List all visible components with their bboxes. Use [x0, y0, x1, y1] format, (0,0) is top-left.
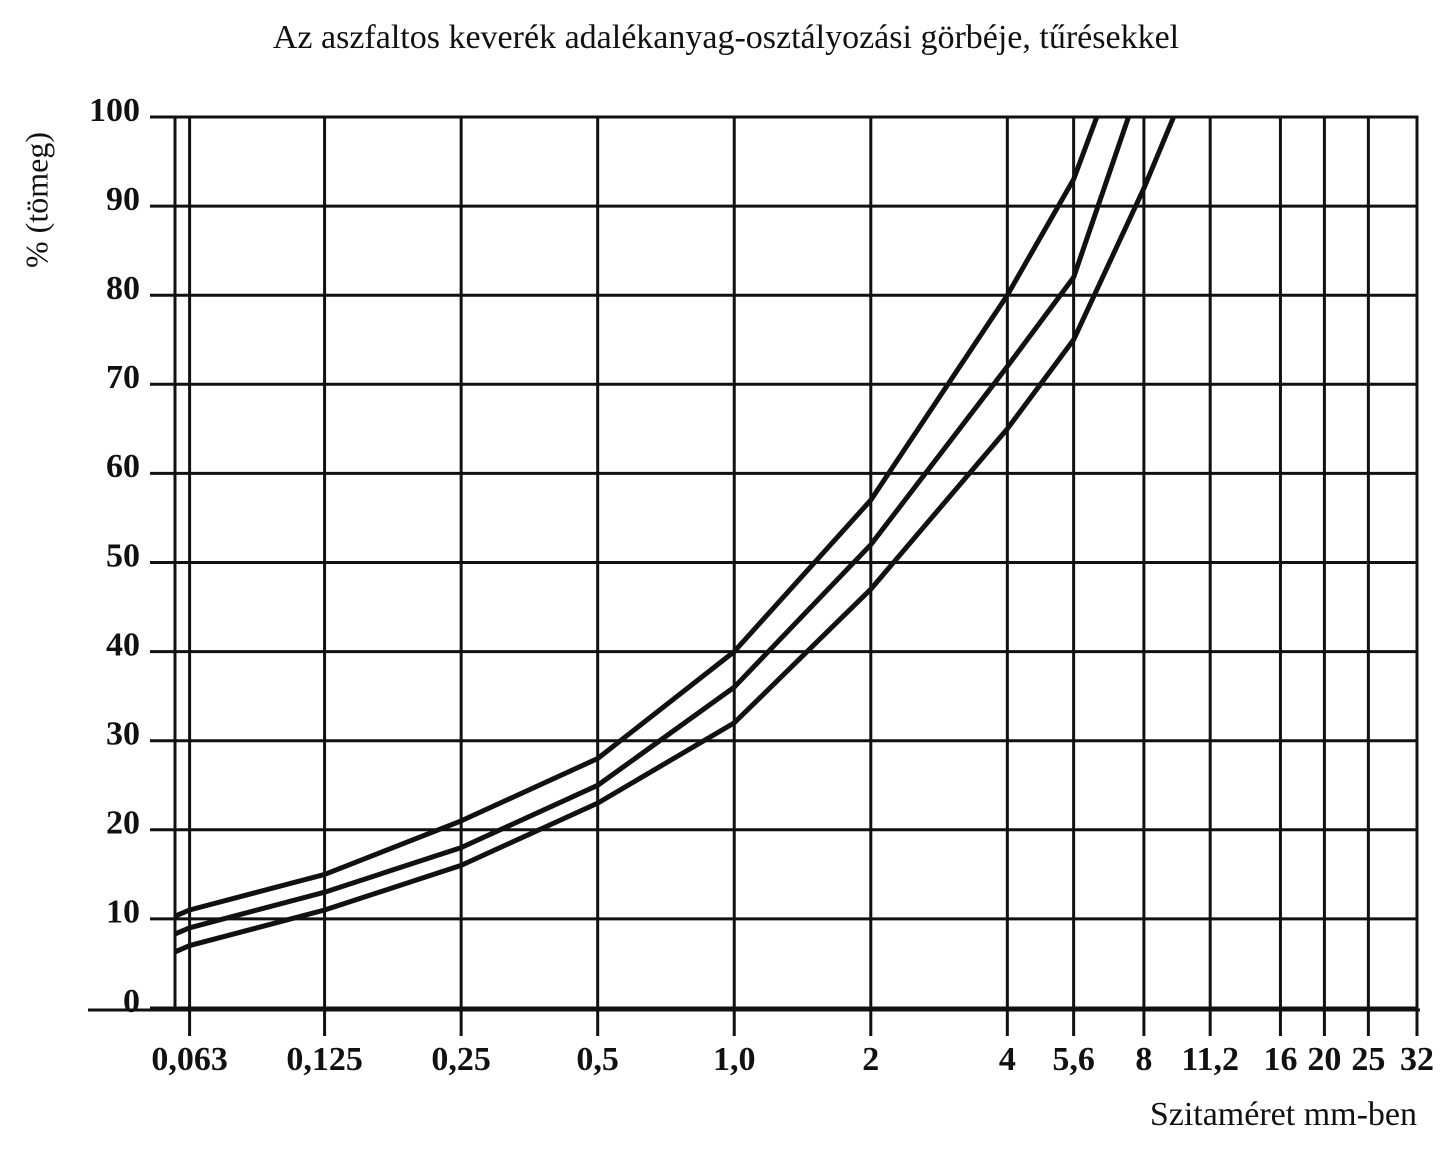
grading-curve: [174, 116, 1100, 919]
x-tick-label: 2: [862, 1041, 879, 1078]
x-tick-label: 32: [1400, 1041, 1434, 1078]
y-tick-label: 70: [106, 359, 140, 396]
y-tick-label: 40: [106, 626, 140, 663]
x-tick-label: 0,5: [576, 1041, 619, 1078]
y-tick-label: 100: [89, 92, 140, 129]
y-tick-label: 30: [106, 715, 140, 752]
x-tick-label: 0,125: [286, 1041, 363, 1078]
x-tick-label: 0,25: [431, 1041, 491, 1078]
y-tick-label: 80: [106, 270, 140, 307]
y-axis-label: % (tömeg): [18, 132, 54, 268]
x-axis-label: Szitaméret mm-ben: [1150, 1096, 1417, 1133]
x-tick-label: 1,0: [713, 1041, 756, 1078]
x-tick-label: 11,2: [1181, 1041, 1239, 1078]
x-tick-label: 25: [1351, 1041, 1385, 1078]
y-tick-label: 0: [123, 983, 140, 1020]
y-tick-label: 60: [106, 448, 140, 485]
y-tick-label: 20: [106, 805, 140, 842]
grading-curve: [174, 116, 1131, 937]
x-tick-label: 16: [1263, 1041, 1297, 1078]
x-tick-label: 0,063: [151, 1041, 228, 1078]
y-tick-label: 10: [106, 894, 140, 931]
y-tick-label: 90: [106, 181, 140, 218]
chart-title: Az aszfaltos keverék adalékanyag-osztály…: [273, 19, 1179, 56]
x-tick-label: 4: [999, 1041, 1016, 1078]
y-tick-label: 50: [106, 537, 140, 574]
x-tick-label: 20: [1307, 1041, 1341, 1078]
x-tick-label: 5,6: [1052, 1041, 1095, 1078]
grading-curve: [174, 116, 1176, 955]
x-tick-label: 8: [1135, 1041, 1152, 1078]
